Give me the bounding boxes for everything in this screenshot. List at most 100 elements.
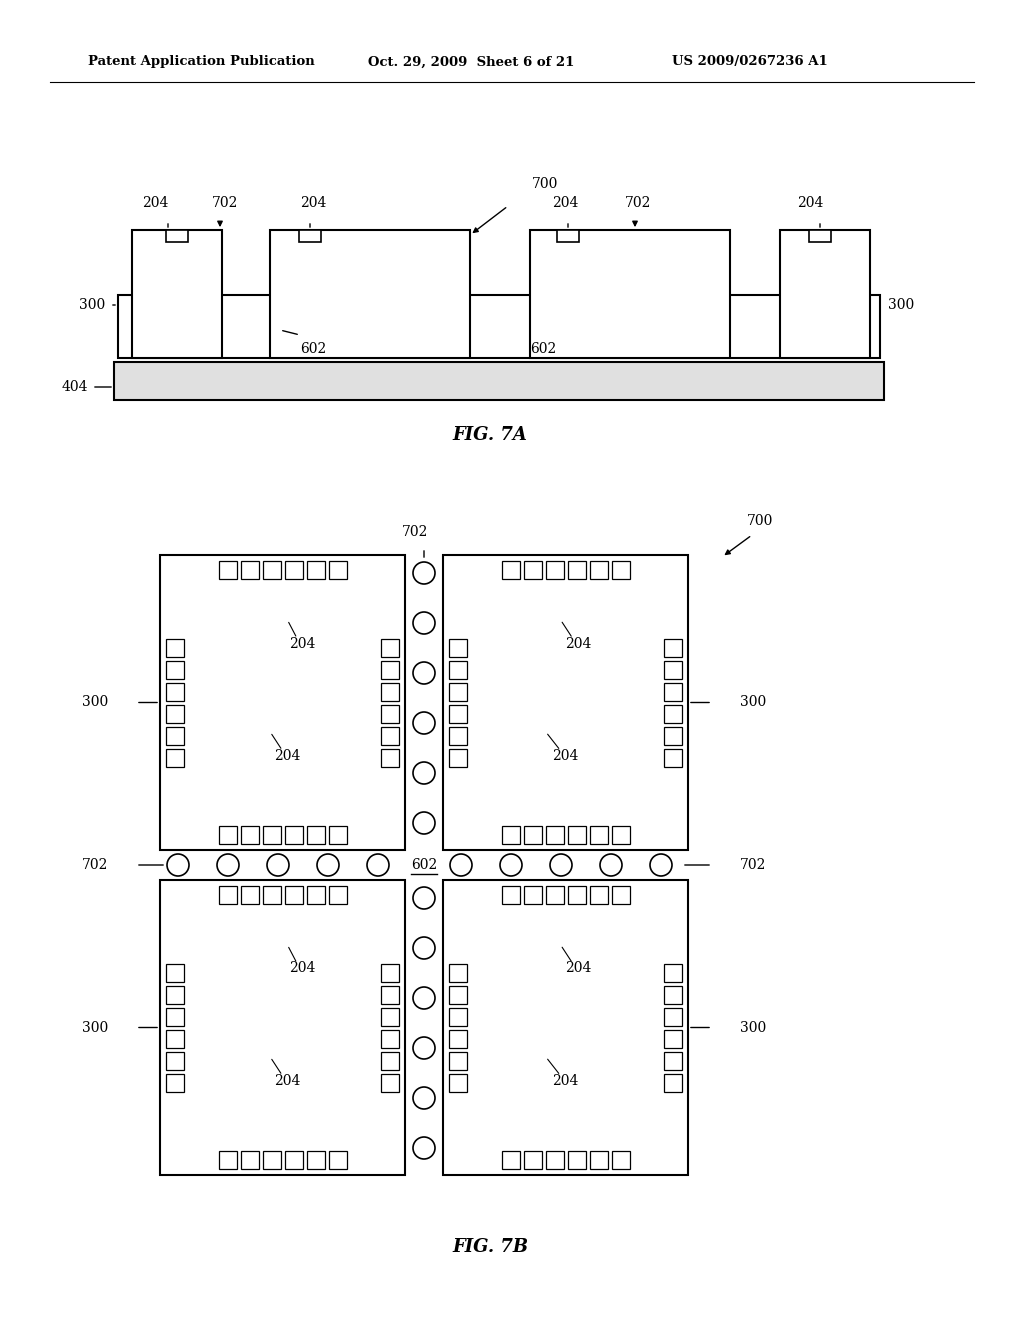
Bar [523,886,542,904]
Bar [664,1007,682,1026]
Bar [443,554,688,850]
Bar [262,1151,281,1170]
Text: 300: 300 [82,696,108,710]
Text: 300: 300 [740,1020,766,1035]
Bar [381,1007,399,1026]
Text: 204: 204 [797,195,823,210]
Text: 300: 300 [888,298,914,312]
Text: 204: 204 [274,1073,301,1088]
Bar [166,1052,184,1069]
Bar [590,826,607,843]
Bar [502,1151,519,1170]
Bar [241,561,258,579]
Text: FIG. 7B: FIG. 7B [452,1238,528,1257]
Text: FIG. 7A: FIG. 7A [453,426,527,444]
Circle shape [413,887,435,909]
Bar [809,230,831,242]
Text: 702: 702 [212,195,239,210]
Circle shape [317,854,339,876]
Bar [449,1030,467,1048]
Bar [502,561,519,579]
Text: Oct. 29, 2009  Sheet 6 of 21: Oct. 29, 2009 Sheet 6 of 21 [368,55,574,69]
Bar [285,826,302,843]
Text: 700: 700 [531,177,558,191]
Bar [132,230,222,358]
Bar [664,986,682,1003]
Bar [664,748,682,767]
Bar [329,826,346,843]
Text: 602: 602 [300,342,327,356]
Text: 204: 204 [552,1073,579,1088]
Bar [664,1030,682,1048]
Bar [449,682,467,701]
Bar [329,561,346,579]
Bar [567,826,586,843]
Bar [664,660,682,678]
Circle shape [650,854,672,876]
Circle shape [413,562,435,583]
Bar [270,230,470,358]
Bar [449,986,467,1003]
Bar [241,1151,258,1170]
Bar [381,1052,399,1069]
Bar [449,1007,467,1026]
Bar [381,682,399,701]
Bar [664,964,682,982]
Bar [381,964,399,982]
Text: 204: 204 [564,636,591,651]
Bar [218,1151,237,1170]
Circle shape [167,854,189,876]
Text: 204: 204 [289,636,315,651]
Text: 204: 204 [141,195,168,210]
Bar [166,705,184,722]
Text: 602: 602 [530,342,556,356]
Bar [166,682,184,701]
Text: 702: 702 [740,858,766,873]
Circle shape [413,1038,435,1059]
Bar [166,639,184,656]
Text: 702: 702 [625,195,651,210]
Text: 702: 702 [401,525,428,539]
Text: 204: 204 [274,748,301,763]
Bar [381,660,399,678]
Bar [449,726,467,744]
Bar [218,886,237,904]
Bar [381,726,399,744]
Text: Patent Application Publication: Patent Application Publication [88,55,314,69]
Bar [166,230,188,242]
Text: 204: 204 [300,195,327,210]
Bar [567,886,586,904]
Bar [449,1073,467,1092]
Bar [611,826,630,843]
Bar [443,880,688,1175]
Bar [567,1151,586,1170]
Bar [590,561,607,579]
Circle shape [413,987,435,1008]
Circle shape [217,854,239,876]
Circle shape [413,1086,435,1109]
Text: 204: 204 [552,195,579,210]
Text: 602: 602 [411,858,437,873]
Bar [611,1151,630,1170]
Bar [114,362,884,400]
Bar [306,826,325,843]
Text: US 2009/0267236 A1: US 2009/0267236 A1 [672,55,827,69]
Text: 702: 702 [82,858,108,873]
Circle shape [413,663,435,684]
Text: 300: 300 [79,298,105,312]
Circle shape [413,937,435,960]
Bar [166,964,184,982]
Bar [166,1007,184,1026]
Bar [118,294,880,358]
Circle shape [413,812,435,834]
Bar [381,705,399,722]
Bar [590,886,607,904]
Bar [160,554,406,850]
Text: 204: 204 [289,961,315,975]
Bar [780,230,870,358]
Bar [523,561,542,579]
Bar [502,886,519,904]
Bar [166,660,184,678]
Bar [166,986,184,1003]
Circle shape [413,612,435,634]
